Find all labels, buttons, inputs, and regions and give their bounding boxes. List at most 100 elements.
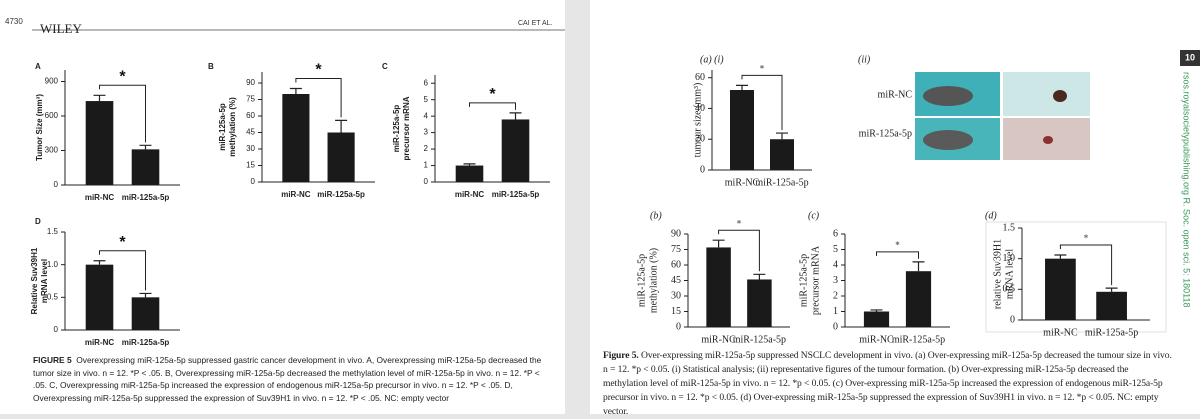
- bar: [730, 90, 754, 170]
- x-tick-label: miR-125a-5p: [317, 190, 365, 199]
- photo-tumour: [1043, 136, 1053, 144]
- y-tick-label: 900: [45, 77, 59, 86]
- y-axis-label: Relative Suv39H1: [30, 247, 39, 314]
- significance-star: *: [119, 234, 126, 251]
- error-bar: [736, 84, 748, 90]
- significance-bracket: [99, 250, 146, 291]
- x-tick-label: miR-NC: [701, 334, 736, 345]
- y-axis-label: miR-125a-5p: [218, 103, 227, 151]
- panel-label: C: [382, 62, 388, 71]
- page-number: 10: [1185, 52, 1195, 62]
- y-tick-label: 0: [54, 325, 59, 334]
- y-tick-label: 0: [251, 177, 256, 186]
- side-text: rsos.royalsocietypublishing.org R. Soc. …: [1182, 72, 1192, 307]
- bar: [85, 101, 114, 185]
- y-axis-label: miR-125a-5p: [392, 105, 401, 153]
- significance-star: *: [895, 240, 900, 250]
- y-axis-label: precursor mRNA: [810, 245, 821, 315]
- panel-label: (c): [808, 210, 820, 221]
- y-axis-label: miR-125a-5p: [636, 254, 647, 307]
- y-axis-label: mRNA level: [1004, 249, 1015, 299]
- y-tick-label: 3: [833, 275, 838, 286]
- significance-star: *: [1084, 233, 1089, 243]
- bar: [131, 297, 160, 330]
- y-axis-label: miR-125a-5p: [798, 254, 809, 307]
- y-tick-label: 1.5: [47, 227, 59, 236]
- y-axis-label: mRNA level: [40, 259, 49, 303]
- panel-label: (a) (i): [700, 54, 724, 65]
- y-tick-label: 4: [424, 111, 429, 120]
- y-tick-label: 5: [424, 95, 429, 104]
- significance-star: *: [489, 86, 496, 103]
- x-tick-label: miR-NC: [85, 193, 115, 202]
- error-bar: [776, 132, 788, 140]
- significance-star: *: [760, 63, 765, 73]
- significance-bracket: [1059, 244, 1113, 286]
- panel-label: D: [35, 217, 41, 226]
- caption-label: Figure 5.: [603, 350, 639, 361]
- caption: Figure 5. Over-expressing miR-125a-5p su…: [603, 349, 1175, 419]
- panel-label: A: [35, 62, 41, 71]
- y-axis-label: methylation (%): [648, 248, 659, 313]
- bar: [1045, 258, 1076, 320]
- bar: [905, 271, 932, 327]
- photo-mouse: [923, 86, 973, 106]
- x-tick-label: miR-NC: [1043, 327, 1078, 338]
- error-bar: [1054, 254, 1067, 259]
- significance-bracket: [469, 102, 516, 110]
- y-tick-label: 0: [424, 177, 429, 186]
- y-tick-label: 6: [833, 228, 838, 239]
- y-tick-label: 30: [246, 144, 255, 153]
- x-tick-label: miR-NC: [85, 338, 115, 347]
- x-tick-label: miR-125a-5p: [122, 338, 170, 347]
- y-tick-label: 0.5: [1003, 284, 1016, 295]
- error-bar: [335, 119, 348, 133]
- bar: [501, 119, 530, 182]
- bar: [282, 94, 310, 182]
- significance-bracket: [741, 74, 783, 131]
- left-page: [0, 0, 565, 414]
- right-page: [590, 0, 1180, 414]
- x-tick-label: miR-125a-5p: [892, 334, 945, 345]
- y-tick-label: 60: [695, 72, 705, 83]
- y-tick-label: 40: [695, 103, 705, 114]
- y-tick-label: 0: [54, 180, 59, 189]
- y-tick-label: 0: [676, 321, 681, 332]
- y-tick-label: 2: [833, 290, 838, 301]
- y-tick-label: 0: [700, 164, 705, 175]
- photo-mouse: [923, 130, 973, 150]
- y-tick-label: 6: [424, 78, 429, 87]
- significance-bracket: [876, 251, 919, 259]
- error-bar: [1105, 287, 1118, 292]
- error-bar: [509, 112, 522, 120]
- x-tick-label: miR-125a-5p: [733, 334, 786, 345]
- y-tick-label: 2: [424, 144, 429, 153]
- panel-label: (ii): [858, 54, 871, 65]
- y-axis-label: relative Suv39H1: [992, 239, 1003, 309]
- y-tick-label: 1.0: [47, 260, 59, 269]
- publisher: WILEY: [40, 21, 82, 36]
- photo-panel: miR-NC miR-125a-5p: [859, 72, 1090, 160]
- significance-bracket: [99, 84, 146, 143]
- caption-label: FIGURE 5: [33, 355, 72, 365]
- caption: FIGURE 5 Overexpressing miR-125a-5p supp…: [33, 354, 548, 404]
- y-tick-label: 45: [246, 128, 255, 137]
- y-tick-label: 60: [671, 259, 681, 270]
- y-tick-label: 90: [246, 78, 255, 87]
- side-strip: [1180, 0, 1200, 414]
- x-tick-label: miR-125a-5p: [1085, 327, 1138, 338]
- panel-label: (b): [650, 210, 662, 221]
- x-tick-label: miR-125a-5p: [492, 190, 540, 199]
- significance-star: *: [315, 62, 322, 79]
- bar: [770, 139, 794, 170]
- error-bar: [139, 144, 152, 150]
- panel-frame: [985, 221, 1167, 333]
- y-tick-label: 15: [671, 306, 681, 317]
- page-number: 4730: [5, 17, 23, 26]
- caption-text: Over-expressing miR-125a-5p suppressed N…: [603, 350, 1172, 417]
- running-head: CAI ET AL.: [518, 20, 553, 27]
- page-number-box: [1180, 50, 1200, 66]
- bar: [131, 149, 160, 185]
